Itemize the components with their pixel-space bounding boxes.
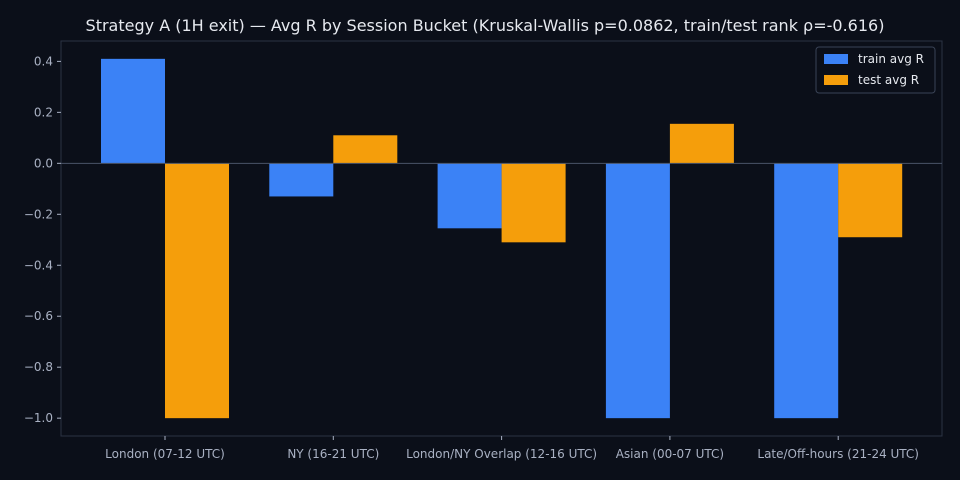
bar-test-3 xyxy=(669,123,734,164)
y-tick-label: 0.0 xyxy=(34,156,53,170)
bar-train-1 xyxy=(269,163,334,197)
chart-title: Strategy A (1H exit) — Avg R by Session … xyxy=(86,16,885,35)
legend-label-train: train avg R xyxy=(858,52,924,66)
legend-label-test: test avg R xyxy=(858,73,919,87)
bar-train-3 xyxy=(605,163,670,419)
y-tick-label: 0.2 xyxy=(34,105,53,119)
y-tick-label: −0.8 xyxy=(24,360,53,374)
y-axis: 0.4 0.2 0.0 −0.2 −0.4 −0.6 −0.8 −1.0 xyxy=(24,54,61,425)
bar-train-0 xyxy=(101,58,165,164)
y-tick-label: −1.0 xyxy=(24,411,53,425)
legend-swatch-test xyxy=(824,75,848,85)
bar-test-1 xyxy=(333,135,398,164)
x-tick-label: NY (16-21 UTC) xyxy=(287,447,379,461)
x-axis: London (07-12 UTC) NY (16-21 UTC) London/N… xyxy=(105,436,919,461)
bar-train-2 xyxy=(437,163,502,229)
x-tick-label: Late/Off-hours (21-24 UTC) xyxy=(757,447,919,461)
legend: train avg R test avg R xyxy=(815,46,936,94)
y-tick-label: −0.6 xyxy=(24,309,53,323)
y-tick-label: 0.4 xyxy=(34,54,53,68)
bar-test-2 xyxy=(501,163,566,243)
bars-group xyxy=(101,58,903,419)
bar-test-4 xyxy=(838,163,903,238)
bar-test-0 xyxy=(165,163,229,419)
x-tick-label: London/NY Overlap (12-16 UTC) xyxy=(406,447,597,461)
bar-train-4 xyxy=(774,163,839,419)
y-tick-label: −0.4 xyxy=(24,258,53,272)
x-tick-label: London (07-12 UTC) xyxy=(105,447,225,461)
legend-swatch-train xyxy=(824,54,848,64)
x-tick-label: Asian (00-07 UTC) xyxy=(616,447,724,461)
y-tick-label: −0.2 xyxy=(24,207,53,221)
